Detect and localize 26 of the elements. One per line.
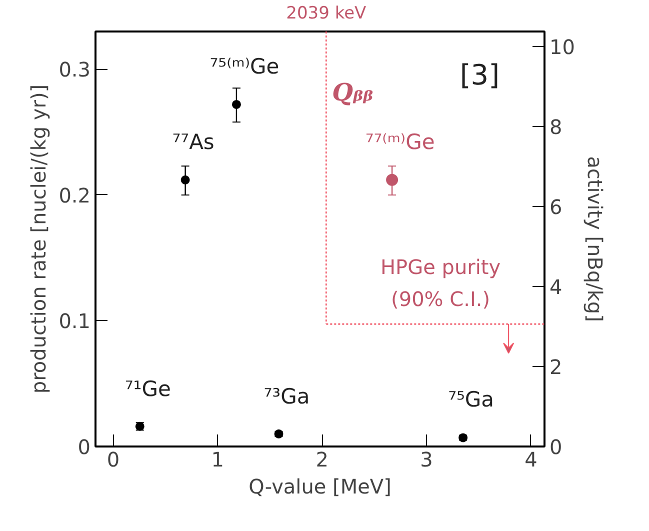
y2-tick-label: 4 <box>550 274 562 299</box>
annotation: [3] <box>460 58 500 92</box>
x-tick-label: 1 <box>211 448 224 472</box>
y-axis-title: production rate [nuclei/(kg yr)] <box>26 84 51 394</box>
annotation: ⁷⁵Ga <box>448 388 494 412</box>
x-axis-title: Q-value [MeV] <box>248 474 392 498</box>
ref-line-label: HPGe purity (90% C.I.) <box>380 255 501 312</box>
annotation: ⁷⁷As <box>172 130 214 154</box>
y-tick-label: 0.1 <box>58 309 91 334</box>
y2-tick-label: 10 <box>550 34 575 59</box>
y-tick-label: 0.2 <box>58 183 91 208</box>
y2-tick-label: 6 <box>550 194 562 219</box>
x-tick-label: 0 <box>106 448 120 472</box>
annotation: ⁷⁵⁽ᵐ⁾Ge <box>210 54 280 78</box>
x-tick-label: 3 <box>420 448 433 472</box>
annotation: Qᵦᵦ <box>332 78 374 106</box>
y2-tick-label: 2 <box>550 354 562 379</box>
annotation: ⁷¹Ge <box>124 376 171 401</box>
y2-tick-label: 8 <box>550 114 562 139</box>
x-tick-label: 2 <box>316 448 328 472</box>
y-tick-label: 0.3 <box>58 58 91 82</box>
annotation: ⁷³Ga <box>264 384 310 409</box>
x-tick-label: 4 <box>524 448 538 472</box>
annotation: ⁷⁷⁽ᵐ⁾Ge <box>365 130 435 154</box>
ref-line-label: 2039 keV <box>286 4 367 24</box>
y2-axis-title: activity [nBq/kg] <box>582 156 607 322</box>
